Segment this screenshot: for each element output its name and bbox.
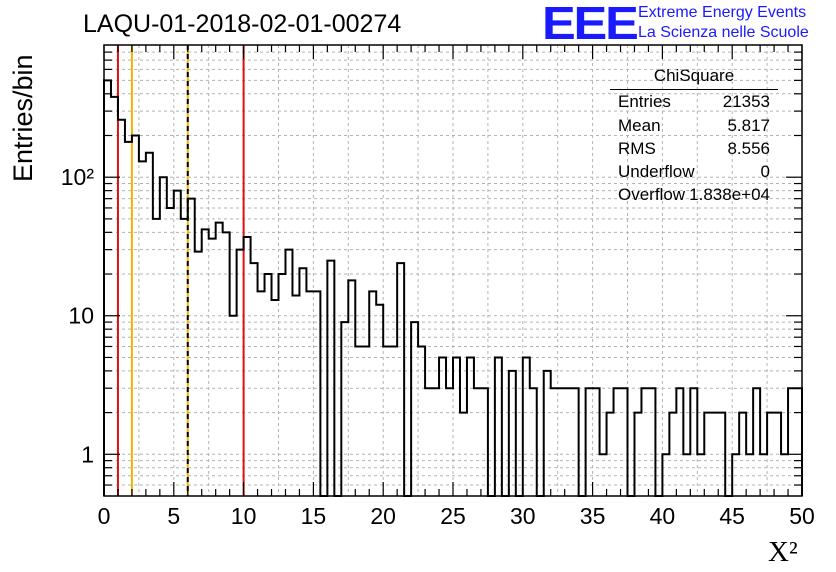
x-tick-label: 45 — [719, 503, 745, 529]
eee-logo: EEE Extreme Energy Events La Scienza nel… — [542, 0, 832, 49]
stats-title: ChiSquare — [653, 66, 735, 85]
y-tick-label: 10² — [61, 164, 95, 190]
logo-line-2: La Scienza nelle Scuole — [638, 24, 809, 41]
histogram-steps — [103, 79, 803, 497]
axis-ticks — [103, 45, 803, 496]
stat-value: 21353 — [722, 92, 770, 111]
logo-line-1: Extreme Energy Events — [638, 4, 807, 21]
x-tick-label: 50 — [789, 503, 815, 529]
vertical-marker-lines — [116, 45, 245, 496]
stat-row-underflow: Underflow 0 — [618, 162, 770, 184]
y-tick-label: 1 — [81, 441, 94, 467]
stat-row-rms: RMS 8.556 — [618, 139, 770, 161]
stat-key: Overflow — [618, 185, 686, 204]
stat-row-mean: Mean 5.817 — [618, 116, 770, 138]
stat-value: 8.556 — [727, 139, 770, 158]
stats-divider — [610, 89, 778, 90]
stat-key: Entries — [618, 92, 671, 111]
logo-mark: EEE — [542, 0, 639, 49]
x-tick-label: 10 — [231, 503, 257, 529]
chart-title: LAQU-01-2018-02-01-00274 — [83, 10, 402, 38]
x-tick-label: 20 — [370, 503, 396, 529]
x-tick-labels: 0 5 10 15 20 25 30 35 40 45 50 — [98, 503, 815, 529]
y-axis-label: Entries/bin — [8, 54, 38, 182]
y-tick-labels: 1 10 10² — [61, 164, 95, 467]
x-tick-label: 30 — [510, 503, 536, 529]
stats-box: ChiSquare Entries 21353 Mean 5.817 RMS 8… — [610, 66, 778, 206]
x-tick-label: 40 — [650, 503, 676, 529]
y-tick-label: 10 — [68, 303, 94, 329]
stat-row-overflow: Overflow 1.838e+04 — [618, 185, 770, 207]
stat-value: 5.817 — [727, 116, 770, 135]
stat-value: 1.838e+04 — [689, 185, 770, 204]
x-tick-label: 15 — [301, 503, 327, 529]
x-tick-label: 25 — [440, 503, 466, 529]
x-tick-label: 35 — [580, 503, 606, 529]
stat-key: RMS — [618, 139, 656, 158]
x-tick-label: 0 — [98, 503, 111, 529]
stat-key: Underflow — [618, 162, 695, 181]
stat-row-entries: Entries 21353 — [618, 92, 770, 114]
stat-value: 0 — [760, 162, 770, 181]
stat-key: Mean — [618, 116, 661, 135]
x-axis-label: X² — [768, 536, 798, 568]
x-tick-label: 5 — [167, 503, 180, 529]
